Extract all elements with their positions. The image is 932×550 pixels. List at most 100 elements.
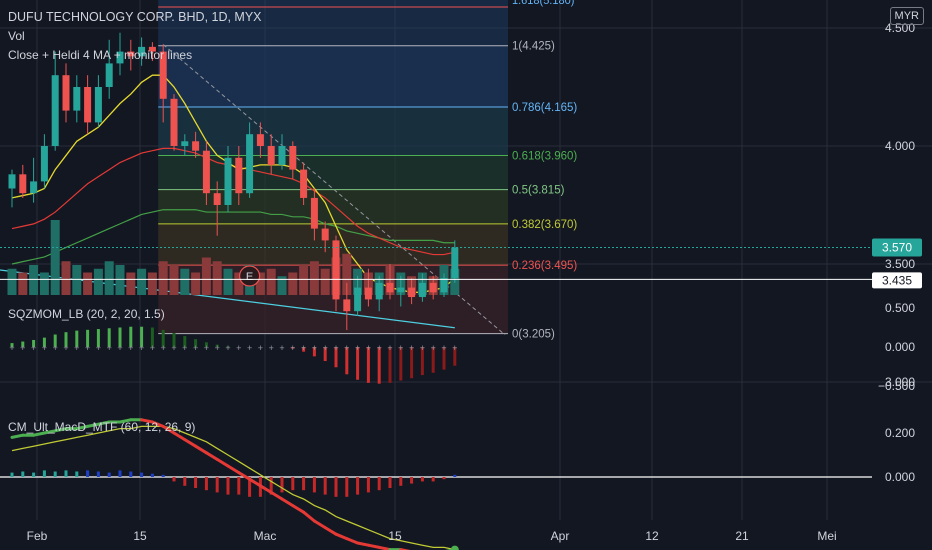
fib-level-label: 0.5(3.815) [512,185,565,197]
macd-histogram-bar [323,477,327,495]
candle-body [213,193,221,205]
sqz-dot: + [171,343,176,353]
sqz-bar [366,347,370,383]
earnings-marker-label: E [246,271,253,283]
macd-histogram-bar [194,477,198,488]
macd-line-segment [237,471,252,481]
reference-price-tag [872,272,922,289]
macd-line-segment [140,418,154,424]
macd-line-segment [194,444,208,455]
sqz-bar [150,327,154,347]
volume-bar [137,268,147,295]
candle-body [278,146,286,165]
candle-body [321,228,329,241]
macd-histogram-bar [291,477,295,491]
currency-badge[interactable]: MYR [889,7,924,25]
macd-histogram-bar [388,477,392,488]
macd-line-segment [366,543,381,549]
candle-body [310,197,318,229]
sqz-tick-label: −0.500 [878,379,915,393]
time-tick-label: Mac [254,529,277,543]
macd-histogram-bar [442,477,446,480]
sqz-dot: + [333,343,338,353]
candle-body [138,46,146,57]
macd-histogram-bar [356,477,360,495]
macd-line-segment [161,424,176,435]
candle-body [332,240,340,300]
volume-bar [50,220,60,295]
candle-body [289,146,297,170]
candle-body [116,51,124,64]
candle-body [192,141,200,151]
time-tick-label: 12 [645,529,659,543]
macd-histogram-bar [280,477,284,493]
macd-line-segment [312,519,327,530]
candle-body [267,146,275,165]
sqz-bar [96,329,100,347]
macd-histogram-bar [410,477,414,484]
sqz-dot: + [258,343,263,353]
sqz-dot: + [161,343,166,353]
macd-line-segment [32,431,46,437]
sqz-tick-label: 0.000 [885,340,915,354]
macd-line-segment [183,438,198,448]
candle-body [73,87,81,111]
sqz-dot: + [215,343,220,353]
sqz-dot: + [53,343,58,353]
sqz-dot: + [236,343,241,353]
candle-body [84,87,92,123]
sqz-dot: + [225,343,230,353]
sqz-bar [345,347,349,375]
sqz-bar [431,347,435,373]
candle-body [235,157,243,194]
sqz-dot: + [139,343,144,353]
price-tick-label: 4.000 [885,139,915,153]
fib-level-label: 0.382(3.670) [512,219,577,231]
sqz-dot: + [431,343,436,353]
volume-bar [115,265,125,295]
sqz-dot: + [355,343,360,353]
volume-bar [18,272,28,295]
macd-histogram-bar [215,477,219,493]
fib-level-label: 0.786(4.165) [512,102,577,114]
macd-histogram-bar [366,477,370,493]
sqz-dot: + [42,343,47,353]
macd-histogram-bar [150,473,154,477]
candle-body [30,181,38,194]
macd-line-segment [215,457,230,468]
volume-bar [72,265,82,295]
macd-histogram-bar [118,470,122,477]
candle-body [170,98,178,146]
volume-bar [277,276,287,295]
sqz-dot: + [420,343,425,353]
macd-line-segment [291,504,306,514]
candle-body [181,141,189,146]
macd-histogram-bar [302,477,306,491]
macd-histogram-bar [64,470,68,477]
candle-body [256,134,264,146]
volume-bar [29,265,39,295]
sqz-bar [312,347,316,357]
macd-histogram-bar [269,477,273,495]
candle-body [202,150,210,194]
sqz-bar [21,341,25,347]
sqz-dot: + [107,343,112,353]
sqz-bar [453,347,457,366]
sqz-dot: + [269,343,274,353]
macd-histogram-bar [129,471,133,477]
time-tick-label: 21 [735,529,749,543]
symbol-title: DUFU TECHNOLOGY CORP. BHD, 1D, MYX [8,10,262,24]
sqz-indicator-label: SQZMOM_LB (20, 2, 20, 1.5) [8,307,165,321]
macd-cross-dot [450,545,459,550]
sqz-bar [118,327,122,347]
sqz-bar [302,347,306,352]
sqz-dot: + [377,343,382,353]
candle-body [354,287,362,312]
sqz-dot: + [117,343,122,353]
candle-body [40,146,48,182]
sqz-dot: + [366,343,371,353]
sqz-bar [291,347,295,349]
sqz-tick-label: 0.500 [885,301,915,315]
candle-body [246,134,254,194]
